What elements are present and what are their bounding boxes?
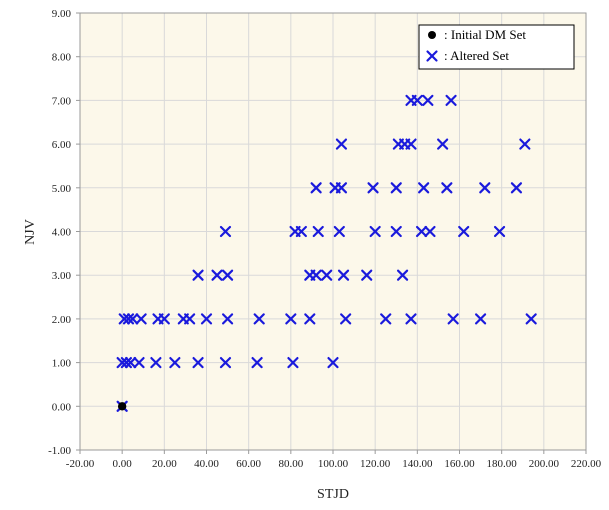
x-tick-label: 0.00 [113, 458, 133, 470]
altered-point [219, 357, 232, 369]
altered-point [474, 313, 487, 325]
altered-point [510, 182, 523, 194]
altered-point [369, 225, 381, 238]
y-axis-ticks: -1.00 0.00 1.00 2.00 3.00 4.00 5.00 6.00 7.00 8.0… [48, 8, 80, 457]
altered-point [519, 138, 531, 150]
y-tick-label: 1.00 [52, 358, 72, 370]
altered-point [158, 313, 170, 325]
altered-point [405, 138, 417, 150]
altered-point [127, 313, 139, 325]
altered-point [200, 313, 213, 325]
altered-point [361, 269, 373, 281]
altered-point [184, 313, 196, 325]
altered-point [390, 225, 402, 238]
x-tick-label: 80.00 [278, 458, 303, 470]
altered-point [312, 225, 324, 238]
y-tick-label: 5.00 [52, 183, 72, 195]
altered-point [458, 225, 470, 238]
y-tick-label: 4.00 [52, 227, 72, 239]
altered-point [418, 182, 430, 194]
altered-point [335, 138, 348, 150]
x-tick-label: -20.00 [66, 458, 95, 470]
x-tick-label: 180.00 [487, 458, 518, 470]
altered-point [304, 313, 316, 325]
altered-point [405, 313, 417, 325]
legend-altered-label: : Altered Set [444, 48, 509, 63]
y-axis-title: NJV [23, 219, 38, 245]
legend-initial-label: : Initial DM Set [444, 27, 526, 42]
initial-point [117, 402, 127, 411]
altered-point [150, 357, 162, 369]
altered-point [340, 313, 352, 325]
x-tick-label: 100.00 [318, 458, 349, 470]
x-axis-ticks: -20.00 0.00 20.00 40.00 60.00 80.00 100.00 120.… [66, 450, 602, 470]
altered-point [424, 225, 436, 238]
x-tick-label: 140.00 [402, 458, 433, 470]
altered-point [221, 313, 234, 325]
y-tick-label: 7.00 [52, 95, 72, 107]
legend: : Initial DM Set : Altered Set [418, 24, 575, 70]
y-tick-label: 2.00 [52, 314, 72, 326]
altered-point [447, 313, 459, 325]
altered-point [253, 313, 265, 325]
altered-point [411, 94, 423, 107]
altered-point [493, 225, 506, 238]
x-tick-label: 120.00 [360, 458, 391, 470]
altered-point [310, 269, 322, 281]
altered-point [367, 182, 379, 194]
altered-point [422, 94, 434, 107]
x-tick-label: 220.00 [571, 458, 602, 470]
altered-point [285, 313, 297, 325]
altered-point [219, 225, 232, 238]
x-tick-label: 40.00 [194, 458, 219, 470]
altered-point [310, 182, 322, 194]
altered-point [287, 357, 299, 369]
grid-lines [79, 12, 587, 451]
altered-point [441, 182, 453, 194]
x-tick-label: 200.00 [529, 458, 560, 470]
altered-point [192, 357, 204, 369]
altered-point [192, 269, 204, 281]
altered-point [211, 269, 223, 281]
altered-point [380, 313, 392, 325]
altered-point [396, 269, 409, 281]
y-tick-label: 0.00 [52, 401, 72, 413]
y-tick-label: 3.00 [52, 270, 72, 282]
altered-point [337, 269, 350, 281]
altered-point [120, 357, 132, 369]
legend-altered-marker [426, 50, 438, 62]
altered-point [135, 313, 147, 325]
altered-point [437, 138, 449, 150]
x-axis-title: STJD [317, 487, 349, 502]
data-points [116, 94, 537, 412]
x-tick-label: 60.00 [236, 458, 261, 470]
legend-box [418, 24, 575, 70]
altered-point [118, 313, 130, 325]
altered-point [221, 269, 234, 281]
altered-point [445, 94, 457, 107]
altered-point [133, 357, 145, 369]
altered-point [525, 313, 537, 325]
altered-point [122, 313, 135, 325]
y-tick-label: -1.00 [48, 445, 71, 457]
altered-point [333, 225, 345, 238]
altered-point [327, 357, 339, 369]
altered-point [116, 357, 128, 369]
y-tick-label: 8.00 [52, 52, 72, 64]
legend-initial-marker [428, 31, 436, 39]
x-tick-label: 20.00 [152, 458, 177, 470]
altered-point [335, 182, 348, 194]
altered-point [390, 182, 402, 194]
altered-point [321, 269, 333, 281]
x-tick-label: 160.00 [444, 458, 475, 470]
y-tick-label: 9.00 [52, 8, 72, 20]
altered-point [169, 357, 181, 369]
altered-point [479, 182, 491, 194]
altered-point [295, 225, 307, 238]
altered-point [415, 225, 428, 238]
altered-point [251, 357, 263, 369]
y-tick-label: 6.00 [52, 139, 72, 151]
altered-point [124, 357, 137, 369]
